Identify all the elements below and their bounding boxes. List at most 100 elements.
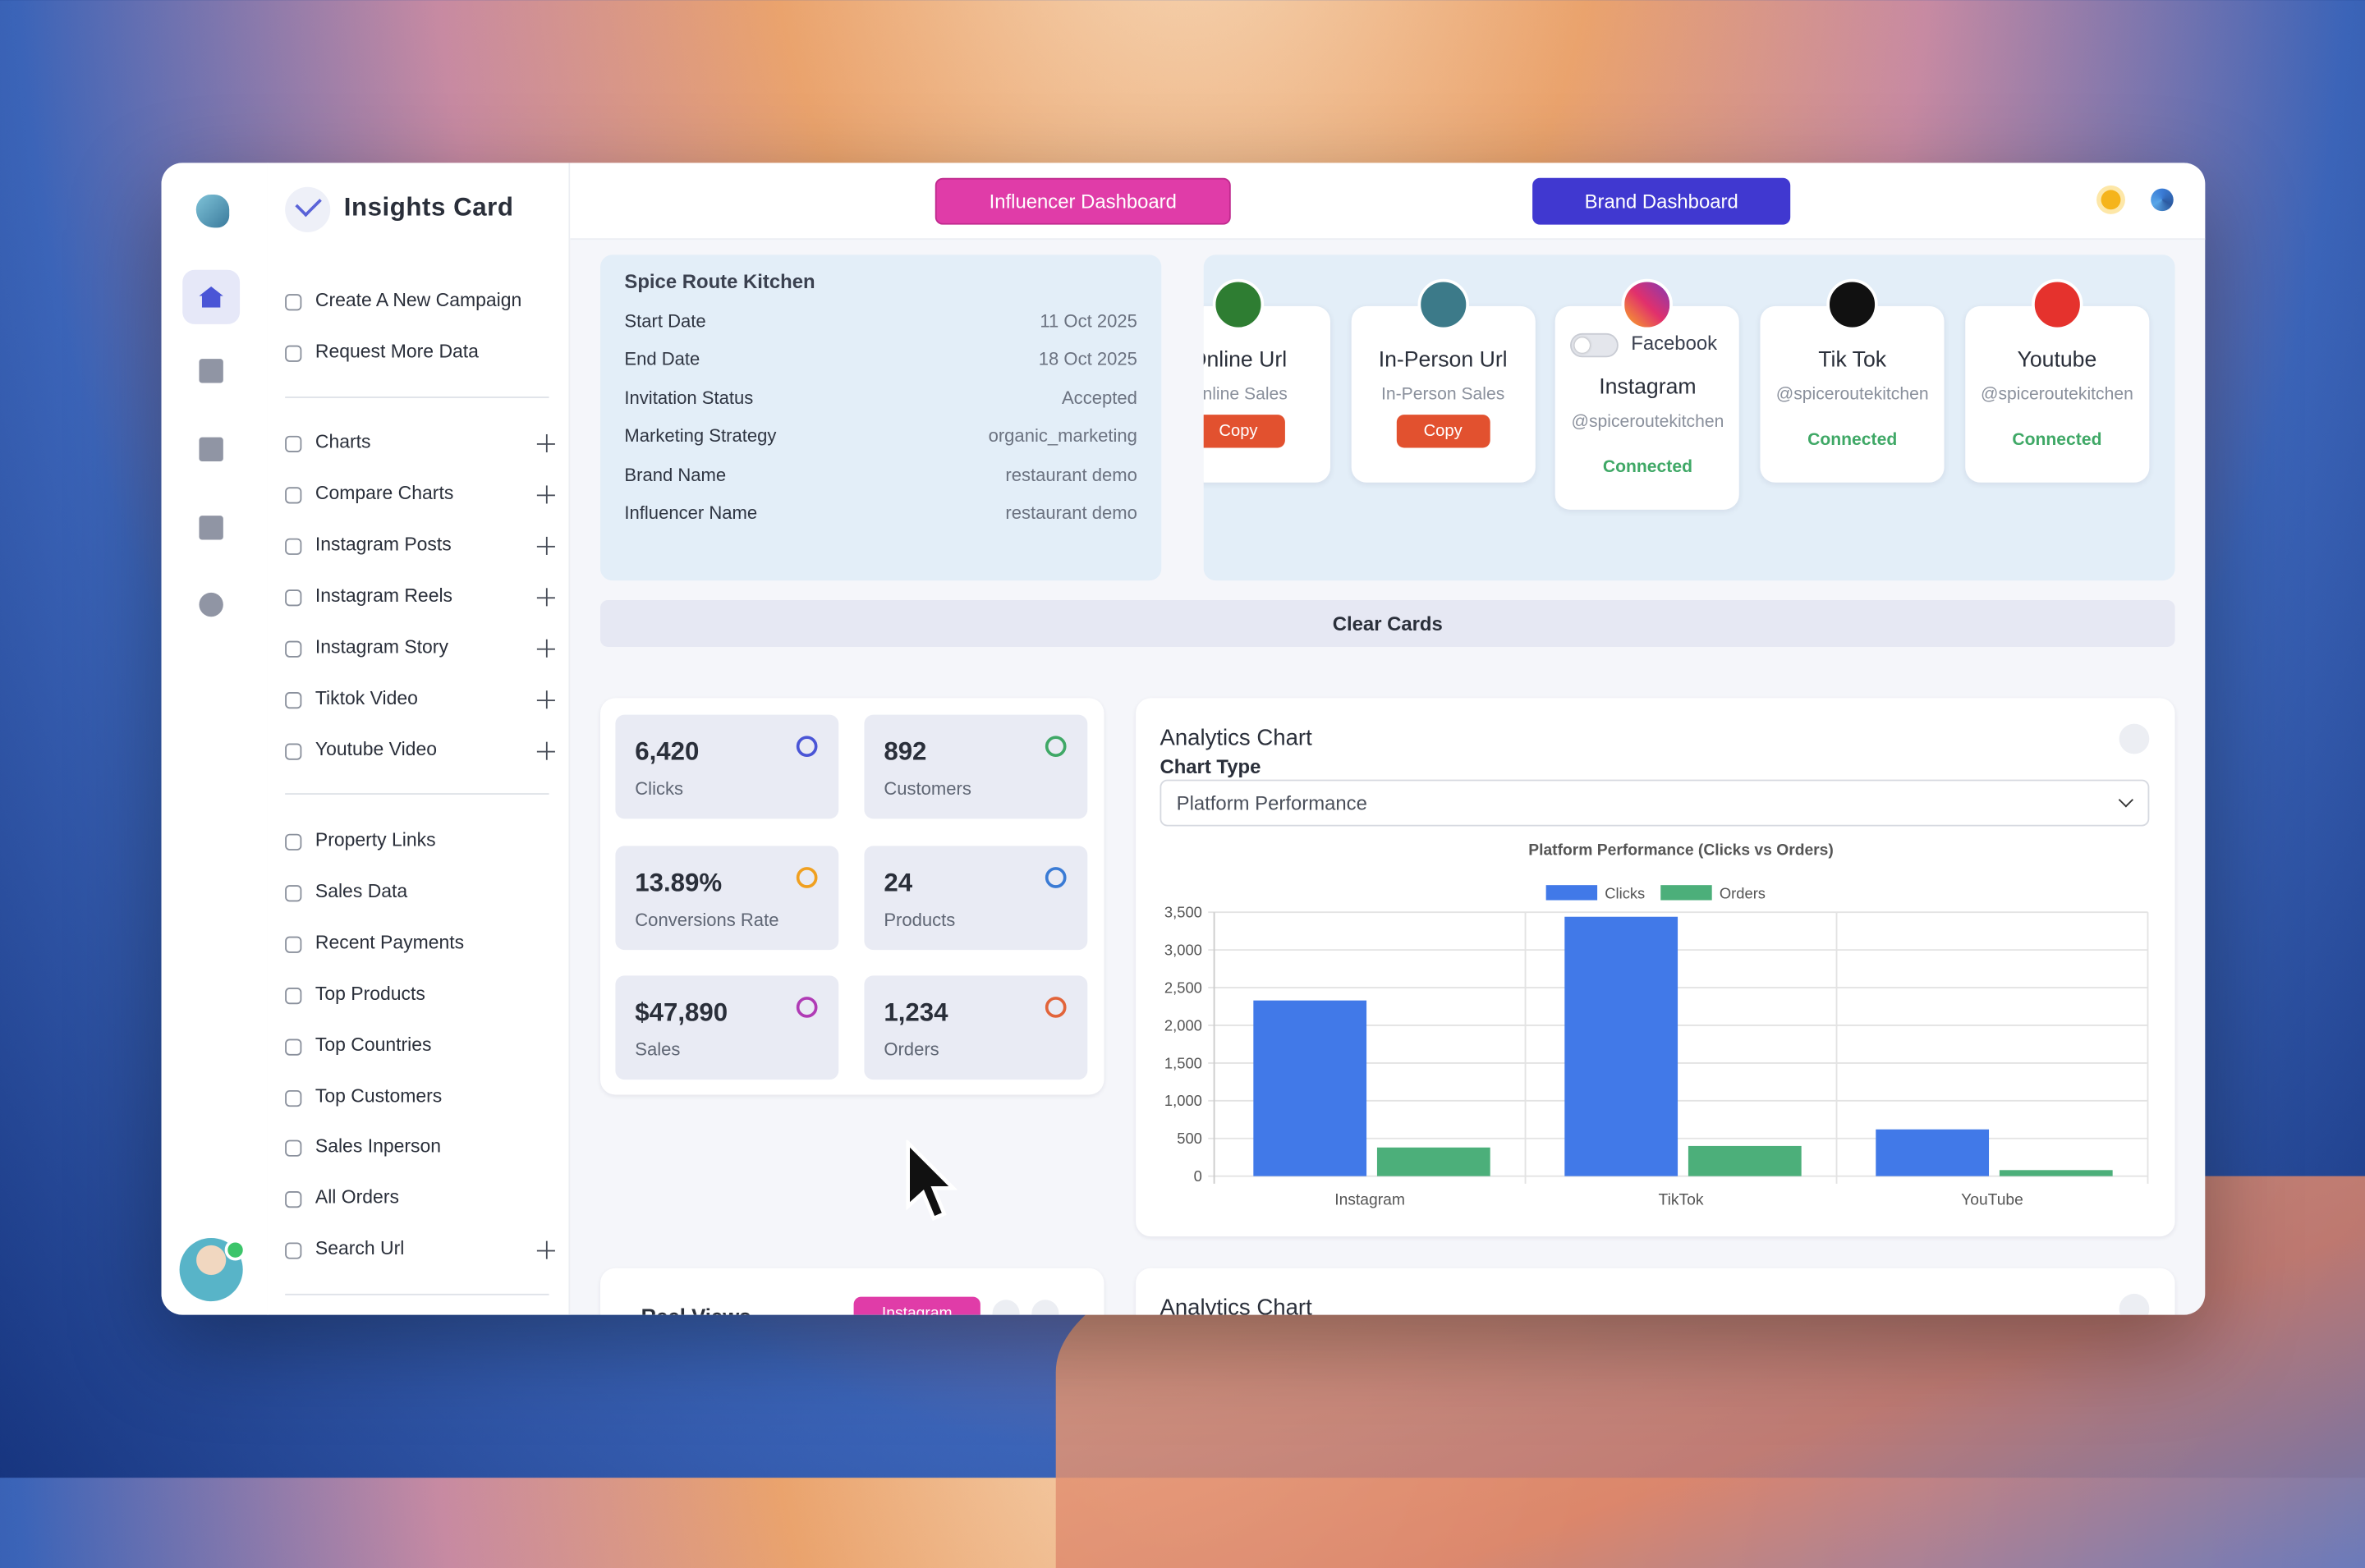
nav-icon: [285, 692, 302, 709]
nav-item[interactable]: Request More Data: [315, 341, 479, 362]
platform-card: Online Url Online Sales Copy: [1203, 305, 1331, 483]
stat-label: Sales: [635, 1038, 681, 1061]
panel-action[interactable]: [992, 1300, 1020, 1315]
nav-icon: [285, 1140, 302, 1158]
rail-icon[interactable]: [199, 592, 223, 617]
stat-tile: 1,234 Orders: [864, 975, 1088, 1080]
theme-toggle[interactable]: [2101, 190, 2121, 210]
platform-sub: @spiceroutekitchen: [1981, 386, 2133, 405]
y-tick-label: 1,000: [1164, 1092, 1202, 1109]
divider: [285, 793, 549, 795]
nav-icon: [285, 345, 302, 362]
connection-status: Connected: [1602, 458, 1692, 477]
screen: Insights Card Create A New Campaign Reques…: [179, 163, 2365, 1568]
nav-item[interactable]: Youtube Video: [315, 739, 437, 760]
platform-name: Instagram: [1599, 375, 1697, 400]
add-button[interactable]: [536, 485, 555, 504]
stat-icon: [796, 866, 818, 887]
nav-item[interactable]: Sales Inperson: [315, 1135, 442, 1158]
add-button[interactable]: [536, 433, 555, 453]
stat-icon: [1045, 866, 1067, 887]
stat-icon: [1045, 736, 1067, 758]
clear-cards-button[interactable]: Clear Cards: [600, 600, 2175, 647]
nav-item[interactable]: Compare Charts: [315, 482, 454, 504]
chart-card-title: Analytics Chart: [1160, 725, 1312, 751]
add-button[interactable]: [536, 639, 555, 658]
chart-type-select[interactable]: Platform Performance: [1160, 779, 2150, 827]
stat-icon: [1045, 997, 1067, 1018]
panel-action[interactable]: [1031, 1300, 1059, 1315]
x-tick-label: YouTube: [1961, 1192, 2023, 1209]
connection-status: Connected: [2012, 431, 2102, 450]
app-logo[interactable]: [195, 194, 230, 228]
nav-item[interactable]: Top Products: [315, 982, 425, 1004]
nav-item[interactable]: Tiktok Video: [315, 687, 418, 709]
nav-item[interactable]: Create A New Campaign: [315, 289, 522, 311]
select-label: Chart Type: [1160, 755, 1261, 778]
nav-item[interactable]: Search Url: [315, 1238, 405, 1260]
nav-item[interactable]: Instagram Story: [315, 636, 448, 658]
add-button[interactable]: [536, 536, 555, 555]
stats-panel: 6,420 Clicks 892 Customers 13.89% Conversions…: [600, 698, 1104, 1095]
stat-tile: $47,890 Sales: [615, 975, 839, 1080]
nav-icon: [285, 987, 302, 1004]
copy-button[interactable]: Copy: [1396, 415, 1490, 448]
rail-icon[interactable]: [199, 359, 223, 383]
rail-icon[interactable]: [199, 437, 223, 462]
nav-icon: [285, 936, 302, 953]
nav-item[interactable]: Sales Data: [315, 880, 408, 902]
sidebar: Insights Card Create A New Campaign Reques…: [267, 163, 571, 1315]
platform-card: Tik Tok @spiceroutekitchen Connected: [1760, 305, 1945, 483]
legend-label: Clicks: [1605, 885, 1645, 902]
y-tick-label: 1,500: [1164, 1054, 1202, 1071]
influencer-dashboard-button[interactable]: Influencer Dashboard: [935, 177, 1231, 225]
stat-label: Orders: [884, 1038, 939, 1061]
nav-item[interactable]: Charts: [315, 431, 371, 453]
platform-icon: [2031, 278, 2083, 331]
platform-icon: [1417, 278, 1469, 331]
close-button[interactable]: [2119, 723, 2150, 754]
main-content: Spice Route Kitchen Start Date 11 Oct 2025…: [570, 240, 2205, 1315]
nav-item[interactable]: Instagram Posts: [315, 534, 452, 555]
stat-icon: [796, 736, 818, 758]
nav-item[interactable]: All Orders: [315, 1187, 399, 1208]
platform-name: Youtube: [2017, 348, 2097, 373]
add-button[interactable]: [536, 741, 555, 760]
y-tick-label: 3,500: [1164, 904, 1202, 921]
bar: [1564, 916, 1678, 1176]
add-button[interactable]: [536, 588, 555, 607]
stat-tile: 24 Products: [864, 845, 1088, 950]
add-button[interactable]: [536, 1240, 555, 1260]
nav-item[interactable]: Top Customers: [315, 1084, 443, 1107]
copy-button[interactable]: Copy: [1203, 415, 1285, 448]
rail-icon[interactable]: [199, 516, 223, 540]
nav-item[interactable]: Recent Payments: [315, 931, 465, 953]
stat-value: 24: [884, 868, 913, 896]
mouse-cursor: [906, 1139, 958, 1222]
field-label: Invitation Status: [624, 387, 754, 409]
toggle-knob: [1575, 337, 1591, 353]
nav-icon: [285, 589, 302, 607]
stat-label: Clicks: [635, 777, 684, 800]
nav-item[interactable]: Property Links: [315, 829, 436, 850]
nav-icon: [285, 1038, 302, 1055]
platform-name: Tik Tok: [1818, 348, 1887, 373]
nav-icon: [285, 538, 302, 555]
close-button[interactable]: [2119, 1293, 2150, 1315]
nav-item[interactable]: Top Countries: [315, 1034, 432, 1055]
stat-value: $47,890: [635, 997, 728, 1027]
campaign-name: Spice Route Kitchen: [624, 269, 815, 293]
nav-icon: [285, 833, 302, 850]
nav-icon: [285, 1089, 302, 1107]
field-value: organic_marketing: [988, 425, 1137, 447]
nav-icon: [285, 435, 302, 453]
add-button[interactable]: [536, 690, 555, 709]
platform-icon: [1826, 278, 1878, 331]
palette-button[interactable]: [2151, 188, 2174, 212]
brand-dashboard-button[interactable]: Brand Dashboard: [1532, 177, 1791, 225]
platform-badge[interactable]: Instagram: [853, 1296, 980, 1315]
field-value: restaurant demo: [1005, 463, 1137, 485]
nav-item[interactable]: Instagram Reels: [315, 585, 453, 607]
bar: [1876, 1129, 1990, 1176]
field-label: Influencer Name: [624, 502, 758, 524]
